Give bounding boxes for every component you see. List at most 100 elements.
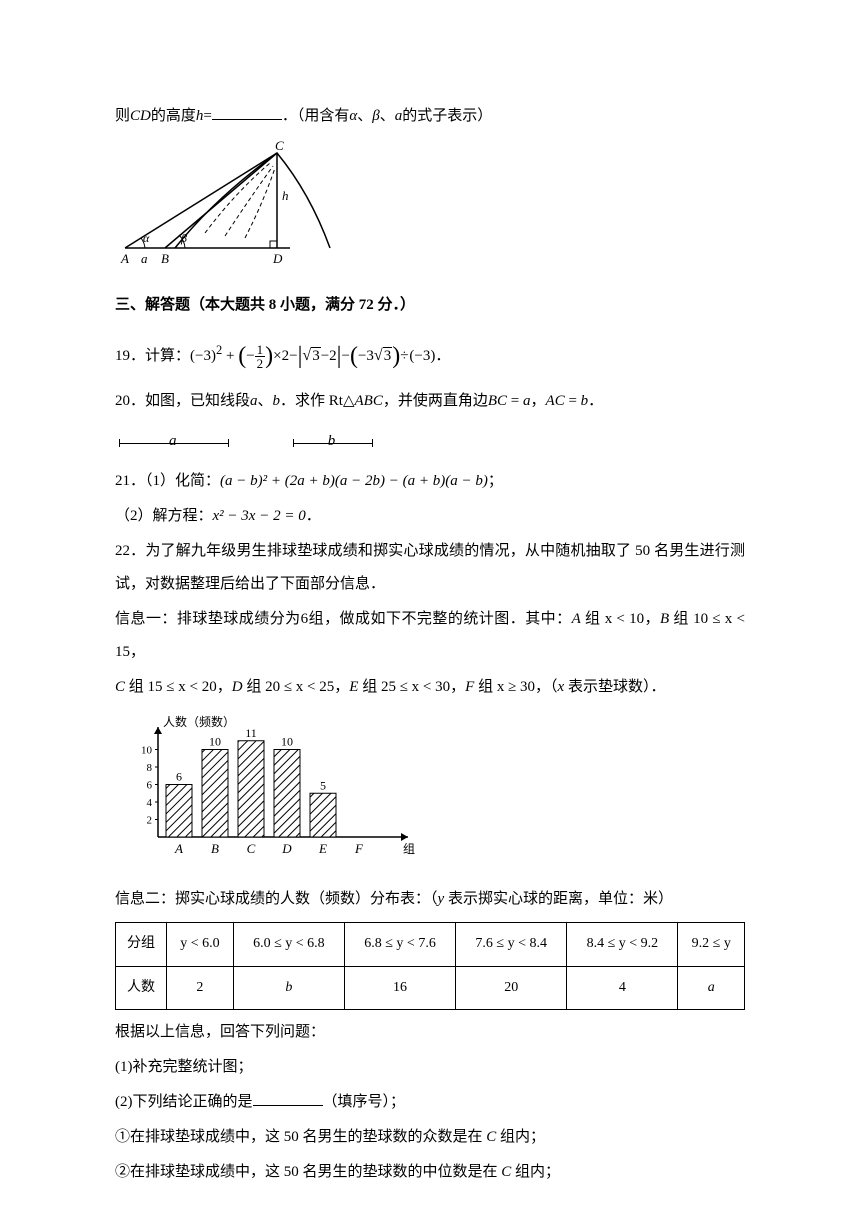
q21-num: 21． (115, 473, 145, 489)
q22-gF: F (465, 679, 474, 695)
q22-s2n: ② (115, 1164, 130, 1180)
th-3: 6.8 ≤ y < 7.6 (344, 922, 455, 966)
q-cd-s2: 、 (380, 108, 395, 124)
seg-a: a (169, 425, 177, 458)
q22-cF: 组 x ≥ 30，（ (474, 679, 557, 695)
q20: 20．如图，已知线段a、b．求作 Rt△ABC，并使两直角边BC = a，AC … (115, 385, 745, 418)
svg-text:8: 8 (147, 762, 153, 774)
q22-sub2: (2)下列结论正确的是 （填序号）； (115, 1086, 745, 1119)
q22-intro: 22．为了解九年级男生排球垫球成绩和掷实心球成绩的情况，从中随机抽取了 50 名… (115, 535, 745, 601)
q-cd-t3: 的式子表示） (402, 108, 492, 124)
q22-s1: 在排球垫球成绩中，这 50 名男生的垫球数的众数是在 (130, 1129, 486, 1145)
q20-sep: 、 (258, 393, 273, 409)
q21-sc: ； (488, 473, 503, 489)
svg-text:5: 5 (320, 778, 326, 792)
q19-p1: (−3) (190, 348, 216, 364)
svg-text:D: D (281, 841, 292, 856)
q22-s2b: （填序号）； (323, 1094, 406, 1110)
q22-info2: 信息二：掷实心球成绩的人数（频数）分布表：（y 表示掷实心球的距离，单位：米） (115, 883, 745, 916)
th-4: 7.6 ≤ y < 8.4 (456, 922, 567, 966)
q19-lp: ( (238, 343, 246, 369)
q22-gA: A (572, 611, 581, 627)
d1-B: B (161, 251, 169, 266)
q19-period: ． (435, 348, 450, 364)
svg-text:B: B (211, 841, 219, 856)
q20-eq2: = (565, 393, 581, 409)
q-cd-prefix: 则 (115, 108, 130, 124)
segments: a b (115, 424, 745, 457)
q19-t2: ×2− (273, 348, 297, 364)
q22-cC: 组 15 ≤ x < 20， (125, 679, 232, 695)
q19-lp2: ( (350, 343, 358, 369)
q22-num: 22． (115, 543, 145, 559)
th-6: 9.2 ≤ y (678, 922, 745, 966)
q22-xnt: 表示垫球数）． (564, 679, 665, 695)
q22-s2a: (2)下列结论正确的是 (115, 1094, 253, 1110)
q21-p: ． (306, 508, 321, 524)
td-3: 16 (344, 966, 455, 1010)
q22-s2e: 组内； (511, 1164, 560, 1180)
q19-rp: ) (265, 343, 273, 369)
q21-p2e: x² − 3x − 2 = 0 (213, 508, 306, 524)
q19-sqrt1: √3 (302, 338, 320, 373)
q22-gB: B (660, 611, 669, 627)
th-5: 8.4 ≤ y < 9.2 (567, 922, 678, 966)
q20-c: ， (531, 393, 546, 409)
q21-p1e: (a − b)² + (2a + b)(a − 2b) − (a + b)(a … (220, 473, 488, 489)
q22-s1e: 组内； (496, 1129, 545, 1145)
th-0: 分组 (116, 922, 167, 966)
q19-plus1: + (222, 348, 238, 364)
q22-t1: 为了解九年级男生排球垫球成绩和掷实心球成绩的情况，从中随机抽取了 50 名男生进… (115, 543, 745, 592)
q20-b: b (273, 393, 281, 409)
q22-gC: C (115, 679, 125, 695)
q20-abc: ABC (355, 393, 383, 409)
q-cd-line: 则CD的高度h=．（用含有α、β、a的式子表示） (115, 100, 745, 133)
d1-alpha: α (143, 231, 150, 245)
q22-s2-blank (253, 1091, 323, 1106)
q22-after-table: 根据以上信息，回答下列问题： (115, 1016, 745, 1049)
q20-a: a (250, 393, 258, 409)
svg-text:人数（频数）: 人数（频数） (163, 714, 235, 729)
seg-b: b (328, 425, 336, 458)
th-2: 6.0 ≤ y < 6.8 (233, 922, 344, 966)
q22-i2l: 信息二： (115, 891, 175, 907)
q22-cA: 组 x < 10， (581, 611, 660, 627)
q22-s2c: C (501, 1164, 511, 1180)
th-1: y < 6.0 (167, 922, 234, 966)
svg-text:A: A (174, 841, 183, 856)
q20-ac: AC (546, 393, 565, 409)
q-cd-eq: = (203, 108, 211, 124)
d1-C: C (275, 138, 284, 153)
q22-i2t2: 表示掷实心球的距离，单位：米） (444, 891, 673, 907)
q21-p1l: （1）化简： (145, 473, 220, 489)
q22-s2: 在排球垫球成绩中，这 50 名男生的垫球数的中位数是在 (130, 1164, 501, 1180)
q-cd-blank (212, 105, 282, 120)
q19-label: 计算： (145, 348, 190, 364)
q22-i1t: 排球垫球成绩分为6组，做成如下不完整的统计图．其中： (177, 611, 572, 627)
svg-text:F: F (354, 841, 364, 856)
q22-i2t: 掷实心球成绩的人数（频数）分布表：（ (175, 891, 438, 907)
q20-p: ． (588, 393, 603, 409)
q20-t2: ．求作 Rt△ (280, 393, 354, 409)
q20-t3: ，并使两直角边 (383, 393, 488, 409)
td-1: 2 (167, 966, 234, 1010)
td-5: 4 (567, 966, 678, 1010)
section-3-title: 三、解答题（本大题共 8 小题，满分 72 分．） (115, 289, 745, 322)
svg-text:组: 组 (403, 842, 415, 856)
q-cd-t2: ．（用含有 (282, 108, 350, 124)
q22-cE: 组 25 ≤ x < 30， (358, 679, 465, 695)
svg-text:6: 6 (147, 779, 153, 791)
q19-frac-d: 2 (255, 357, 266, 370)
q22-info1b: C 组 15 ≤ x < 20，D 组 20 ≤ x < 25，E 组 25 ≤… (115, 671, 745, 704)
q22-sub1: (1)补充完整统计图； (115, 1051, 745, 1084)
td-2: b (233, 966, 344, 1010)
q22-i1l: 信息一： (115, 611, 177, 627)
q21-2: （2）解方程：x² − 3x − 2 = 0． (115, 500, 745, 533)
q-cd-t1: 的高度 (151, 108, 196, 124)
q22-stmt2: ②在排球垫球成绩中，这 50 名男生的垫球数的中位数是在 C 组内； (115, 1156, 745, 1189)
q-cd-cd: CD (130, 108, 151, 124)
svg-text:2: 2 (147, 814, 153, 826)
q20-num: 20． (115, 393, 145, 409)
q22-s1n: ① (115, 1129, 130, 1145)
q19-sqrt2: √3 (374, 338, 392, 373)
